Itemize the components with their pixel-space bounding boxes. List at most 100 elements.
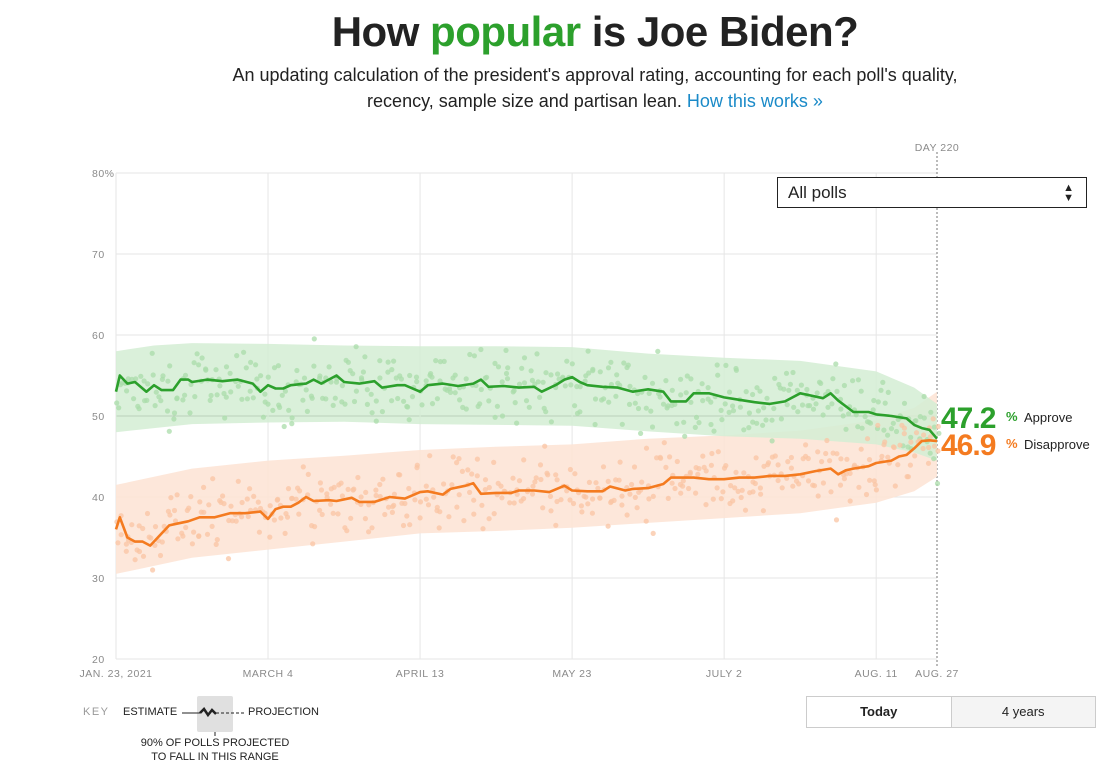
- disapprove-poll-dot: [589, 510, 596, 516]
- approve-poll-dot: [590, 368, 596, 374]
- disapprove-poll-dot: [658, 455, 664, 461]
- approve-poll-dot: [405, 404, 411, 410]
- approve-poll-dot: [535, 379, 541, 385]
- approve-poll-dot: [467, 351, 473, 358]
- disapprove-poll-dot: [760, 508, 767, 514]
- disapprove-poll-dot: [732, 485, 738, 491]
- x-tick-label: AUG. 27: [915, 668, 959, 680]
- approve-poll-dot: [769, 438, 775, 444]
- approve-poll-dot: [908, 434, 914, 440]
- approve-poll-dot: [692, 424, 698, 430]
- disapprove-poll-dot: [391, 502, 397, 508]
- approve-poll-dot: [373, 398, 379, 404]
- approval-chart: 20 30 40 50 60 70 80% JAN. 23, 2021 MARCH 4 APRIL…: [79, 142, 959, 680]
- approve-poll-dot: [265, 374, 271, 380]
- approve-poll-dot: [373, 418, 379, 424]
- approve-poll-dot: [309, 395, 315, 401]
- approve-poll-dot: [463, 406, 469, 412]
- disapprove-poll-dot: [235, 478, 241, 484]
- disapprove-poll-dot: [284, 514, 291, 520]
- approve-poll-dot: [613, 393, 619, 399]
- disapprove-poll-dot: [590, 496, 596, 502]
- approve-poll-dot: [254, 376, 260, 382]
- approve-poll-dot: [871, 397, 877, 404]
- disapprove-poll-dot: [136, 548, 143, 555]
- approve-poll-dot: [234, 353, 240, 359]
- disapprove-poll-dot: [469, 471, 475, 477]
- disapprove-poll-dot: [875, 422, 881, 428]
- disapprove-poll-dot: [366, 502, 372, 508]
- disapprove-poll-dot: [350, 487, 356, 493]
- approve-poll-dot: [504, 376, 511, 382]
- approve-poll-dot: [144, 397, 150, 403]
- approve-poll-dot: [885, 389, 891, 395]
- disapprove-poll-dot: [324, 491, 330, 497]
- approve-poll-dot: [145, 381, 151, 387]
- disapprove-poll-dot: [834, 451, 840, 457]
- approve-poll-dot: [484, 374, 490, 380]
- approve-poll-dot: [755, 408, 762, 414]
- how-this-works-link[interactable]: How this works »: [686, 91, 823, 111]
- disapprove-poll-dot: [715, 449, 721, 455]
- key-legend-icon: [182, 696, 246, 736]
- approve-poll-dot: [543, 409, 549, 415]
- four-years-button[interactable]: 4 years: [950, 697, 1095, 727]
- approve-poll-dot: [700, 398, 706, 404]
- disapprove-poll-dot: [646, 496, 652, 502]
- approve-poll-dot: [311, 363, 317, 369]
- disapprove-poll-dot: [593, 480, 599, 486]
- approve-poll-dot: [540, 379, 546, 385]
- disapprove-poll-dot: [833, 517, 840, 523]
- disapprove-poll-dot: [152, 524, 159, 530]
- disapprove-poll-dot: [838, 456, 844, 462]
- approve-poll-dot: [187, 410, 193, 416]
- disapprove-poll-dot: [895, 462, 901, 468]
- disapprove-poll-dot: [661, 440, 667, 446]
- disapprove-poll-dot: [867, 477, 873, 483]
- approve-poll-dot: [149, 350, 155, 356]
- disapprove-poll-dot: [150, 567, 156, 573]
- disapprove-poll-dot: [585, 501, 591, 507]
- approve-poll-dot: [114, 400, 120, 406]
- disapprove-poll-dot: [605, 478, 611, 484]
- approve-poll-dot: [787, 381, 794, 387]
- approve-poll-dot: [592, 421, 598, 428]
- today-button[interactable]: Today: [807, 697, 951, 727]
- disapprove-poll-dot: [548, 508, 554, 514]
- approve-poll-dot: [562, 383, 568, 389]
- approve-poll-dot: [311, 336, 317, 342]
- disapprove-poll-dot: [788, 465, 795, 471]
- approve-poll-dot: [761, 405, 767, 411]
- disapprove-poll-dot: [132, 557, 138, 563]
- disapprove-poll-dot: [532, 479, 538, 485]
- approve-poll-dot: [452, 390, 458, 396]
- poll-filter-select[interactable]: All polls ▲ ▼: [777, 177, 1087, 208]
- approve-poll-dot: [203, 366, 209, 372]
- approve-poll-dot: [289, 421, 295, 427]
- poll-filter-value: All polls: [788, 183, 847, 202]
- disapprove-poll-dot: [196, 533, 202, 539]
- approve-poll-dot: [447, 389, 454, 395]
- disapprove-poll-dot: [373, 492, 379, 499]
- approve-poll-dot: [289, 415, 295, 421]
- x-tick-label: JAN. 23, 2021: [79, 668, 152, 680]
- approve-poll-dot: [512, 400, 518, 406]
- approve-poll-dot: [882, 400, 888, 406]
- disapprove-poll-dot: [714, 485, 720, 491]
- disapprove-poll-dot: [708, 462, 715, 468]
- disapprove-poll-dot: [847, 498, 853, 504]
- disapprove-poll-dot: [616, 477, 622, 483]
- approve-poll-dot: [772, 375, 778, 381]
- approve-poll-dot: [419, 402, 425, 408]
- disapprove-poll-dot: [210, 476, 216, 482]
- disapprove-poll-dot: [844, 456, 850, 462]
- disapprove-poll-dot: [344, 528, 350, 534]
- disapprove-poll-dot: [935, 423, 941, 430]
- disapprove-poll-dot: [775, 477, 781, 484]
- disapprove-poll-dot: [631, 464, 638, 470]
- disapprove-poll-dot: [434, 504, 440, 510]
- approve-poll-dot: [227, 370, 233, 376]
- disapprove-poll-dot: [233, 518, 239, 524]
- approve-poll-dot: [138, 373, 144, 379]
- disapprove-poll-dot: [735, 488, 741, 494]
